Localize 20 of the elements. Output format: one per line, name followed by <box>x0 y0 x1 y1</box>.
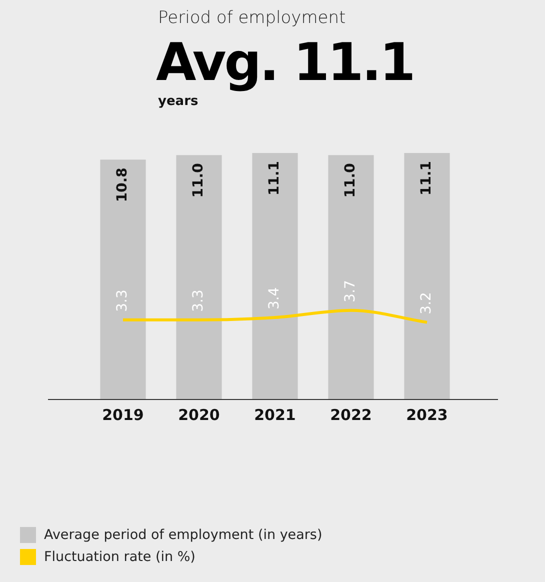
x-tick-label: 2019 <box>102 406 144 424</box>
data-label: 11.1 <box>266 160 283 196</box>
data-label: 3.3 <box>190 290 207 312</box>
text: years <box>158 94 198 109</box>
data-label: 3.2 <box>418 292 435 314</box>
x-tick-label: 2022 <box>330 406 372 424</box>
data-label: 3.7 <box>342 280 359 302</box>
x-tick-label: 2023 <box>406 406 448 424</box>
chart-subtitle: Avg. 11.1 <box>156 32 414 94</box>
legend-label: Average period of employment (in years) <box>44 527 322 543</box>
legend-label: Fluctuation rate (in %) <box>44 549 196 565</box>
data-label: 11.1 <box>418 160 435 196</box>
data-label: 10.8 <box>114 168 131 202</box>
data-label: 3.4 <box>266 287 283 310</box>
data-label: 3.3 <box>114 290 131 312</box>
x-tick-label: 2020 <box>178 406 220 424</box>
x-tick-label: 2021 <box>254 406 296 424</box>
chart-title: Period of employment <box>158 8 346 28</box>
data-label: 11.0 <box>190 162 207 198</box>
data-label: 11.0 <box>342 162 359 198</box>
